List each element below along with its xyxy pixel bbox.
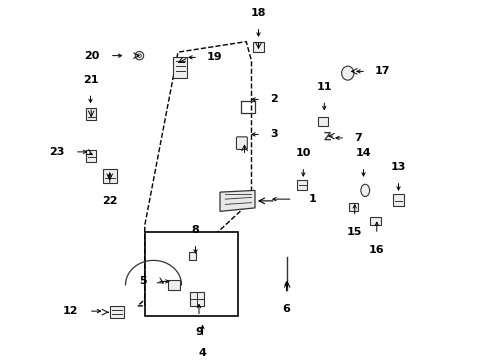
Text: 23: 23	[49, 147, 64, 157]
Bar	[102, 170, 117, 183]
Text: 15: 15	[346, 227, 362, 237]
Circle shape	[135, 51, 143, 60]
Text: 14: 14	[355, 148, 370, 158]
Text: 6: 6	[282, 304, 290, 314]
Text: 12: 12	[62, 306, 78, 316]
Text: 16: 16	[368, 245, 384, 255]
Text: 2: 2	[269, 94, 277, 104]
Bar	[370, 217, 380, 225]
Text: 4: 4	[198, 348, 206, 358]
Bar	[317, 117, 328, 126]
Text: 1: 1	[308, 194, 315, 204]
Text: 8: 8	[191, 225, 199, 235]
FancyBboxPatch shape	[236, 137, 247, 149]
Bar	[253, 42, 263, 52]
Text: 20: 20	[84, 51, 99, 60]
Text: 13: 13	[390, 162, 406, 172]
Bar	[349, 203, 358, 211]
Text: 19: 19	[206, 53, 222, 62]
Text: 7: 7	[353, 133, 361, 143]
Text: 22: 22	[102, 195, 117, 206]
Polygon shape	[220, 190, 254, 211]
Text: 3: 3	[269, 129, 277, 139]
Ellipse shape	[360, 184, 369, 197]
Bar	[190, 292, 204, 306]
Text: 10: 10	[295, 148, 310, 158]
Text: 5: 5	[139, 276, 146, 287]
Ellipse shape	[341, 66, 353, 80]
Text: 21: 21	[82, 75, 98, 85]
Circle shape	[138, 54, 141, 57]
Text: 9: 9	[195, 327, 203, 337]
Bar	[392, 194, 403, 206]
Bar	[144, 233, 237, 316]
Bar	[86, 108, 96, 120]
Bar	[86, 150, 96, 162]
Bar	[296, 180, 307, 190]
Bar	[188, 252, 195, 260]
Text: 17: 17	[374, 66, 389, 76]
Bar	[109, 306, 123, 318]
Text: 18: 18	[250, 8, 265, 18]
Bar	[167, 280, 180, 290]
Text: 11: 11	[316, 81, 331, 91]
Bar	[172, 57, 186, 78]
